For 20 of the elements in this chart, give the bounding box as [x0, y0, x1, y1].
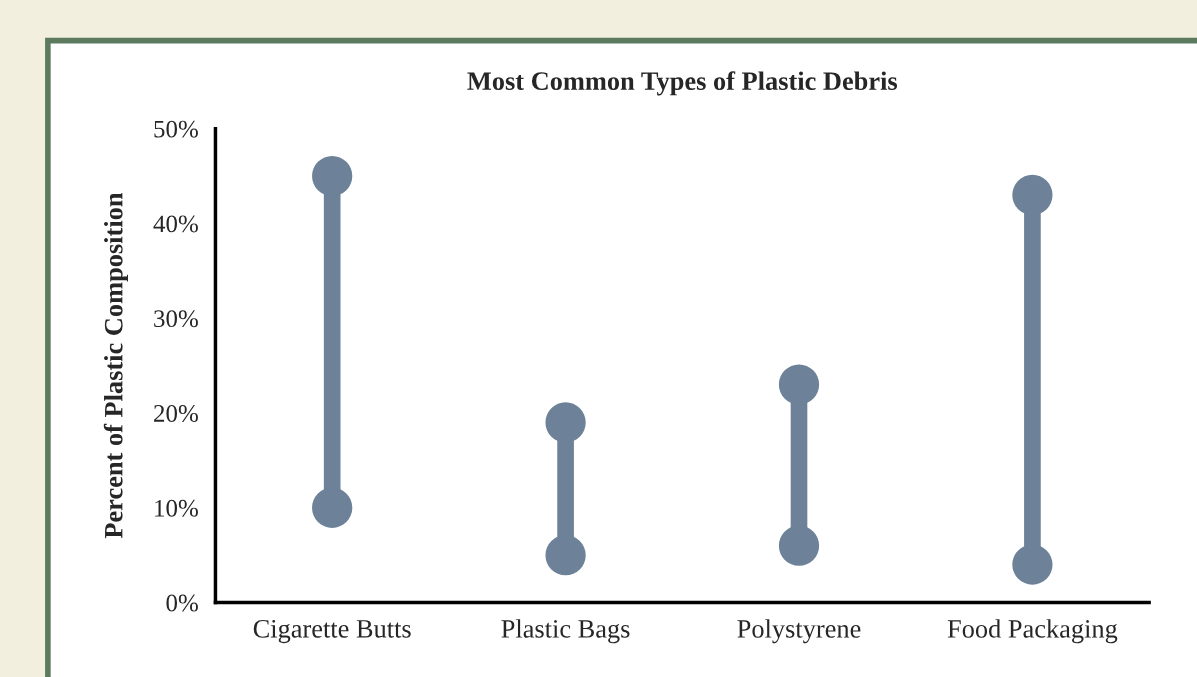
y-tick-label: 0%	[166, 594, 198, 612]
point	[1012, 544, 1053, 585]
x-tick-label: Polystyrene	[737, 619, 861, 644]
point	[778, 525, 820, 566]
chart-title: Most Common Types of Plastic Debris	[467, 71, 898, 96]
y-tick-label: 10%	[155, 499, 198, 517]
x-tick-label: Plastic Bags	[501, 619, 630, 644]
y-tick-label: 40%	[153, 215, 198, 233]
point	[545, 402, 586, 443]
point	[312, 155, 353, 197]
x-tick-label: Cigarette Butts	[253, 619, 411, 644]
point	[545, 535, 586, 576]
point	[1012, 174, 1053, 216]
y-tick-label: 30%	[154, 310, 198, 328]
point	[312, 487, 353, 528]
y-tick-label: 50%	[154, 120, 198, 138]
y-axis-title: Percent of Plastic Composition	[103, 192, 128, 539]
x-tick-label: Food Packaging	[947, 619, 1118, 644]
y-tick-label: 20%	[154, 405, 198, 422]
point	[778, 364, 820, 405]
